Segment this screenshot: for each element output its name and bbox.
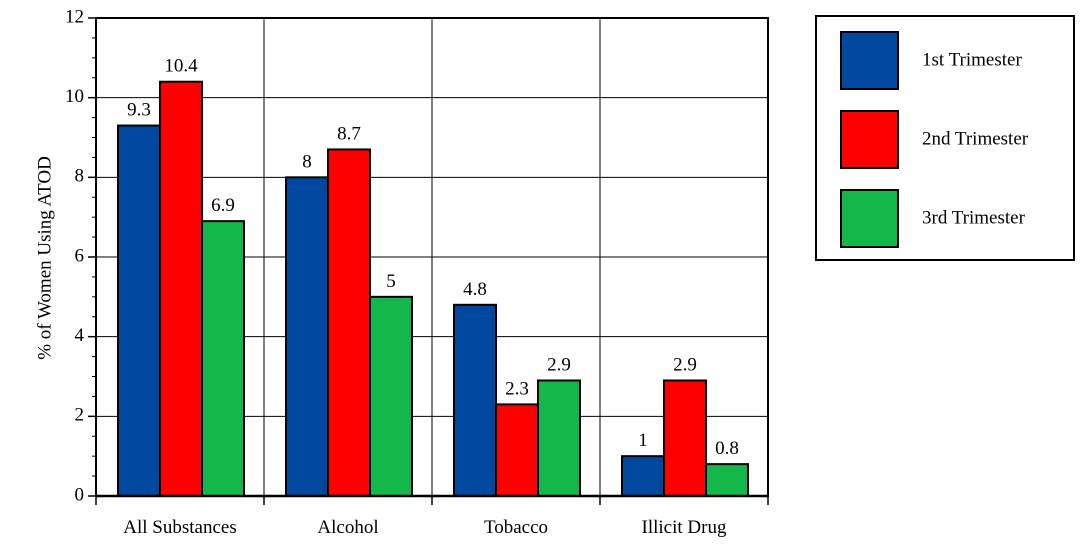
y-tick-label: 2 (75, 405, 85, 426)
bar-2-2 (327, 148, 371, 497)
data-label: 9.3 (127, 100, 151, 121)
bar-2-3 (495, 403, 539, 497)
legend: 1st Trimester 2nd Trimester 3rd Trimester (815, 15, 1075, 261)
x-tick-label: All Substances (123, 517, 236, 538)
data-label: 8 (302, 151, 312, 172)
data-label: 10.4 (164, 56, 198, 77)
data-label: 2.9 (547, 354, 571, 375)
y-tick-label: 4 (75, 325, 85, 346)
legend-swatch-2 (840, 110, 899, 169)
y-tick-label: 0 (75, 484, 85, 505)
bar-3-4 (705, 463, 749, 497)
y-axis-label: % of Women Using ATOD (34, 156, 55, 360)
data-label: 6.9 (211, 195, 235, 216)
bar-3-2 (369, 295, 413, 498)
bar-1-1 (117, 124, 161, 498)
legend-label: 2nd Trimester (922, 128, 1029, 149)
bar-3-3 (537, 379, 581, 498)
data-label: 4.8 (463, 279, 487, 300)
legend-swatch-3 (840, 189, 899, 248)
bar-2-1 (159, 80, 203, 497)
bar-3-1 (201, 220, 245, 497)
data-label: 5 (386, 271, 396, 292)
y-tick-label: 6 (75, 245, 85, 266)
y-tick-label: 8 (75, 166, 85, 187)
data-label: 0.8 (715, 438, 739, 459)
axis-layer: 0 2 4 6 8 10 12 All Substances Alcohol Tobacco Ill… (65, 6, 769, 538)
x-tick-label: Alcohol (317, 517, 378, 538)
bar-1-3 (453, 303, 497, 497)
x-tick-label: Tobacco (484, 517, 548, 538)
bar-1-4 (621, 455, 665, 497)
legend-label: 3rd Trimester (922, 207, 1026, 228)
legend-swatch-1 (840, 31, 899, 90)
data-label: 8.7 (337, 123, 361, 144)
data-label: 1 (638, 430, 648, 451)
bar-2-4 (663, 379, 707, 498)
data-label: 2.3 (505, 378, 529, 399)
bar-1-2 (285, 176, 329, 497)
legend-label: 1st Trimester (922, 49, 1022, 70)
y-tick-label: 10 (65, 86, 84, 107)
x-tick-label: Illicit Drug (642, 517, 727, 538)
data-label: 2.9 (673, 354, 697, 375)
bars-layer: 9.3 8 4.8 1 10.4 8.7 2.3 2.9 6.9 5 2.9 0.8 (117, 56, 749, 498)
y-tick-label: 12 (65, 6, 84, 27)
